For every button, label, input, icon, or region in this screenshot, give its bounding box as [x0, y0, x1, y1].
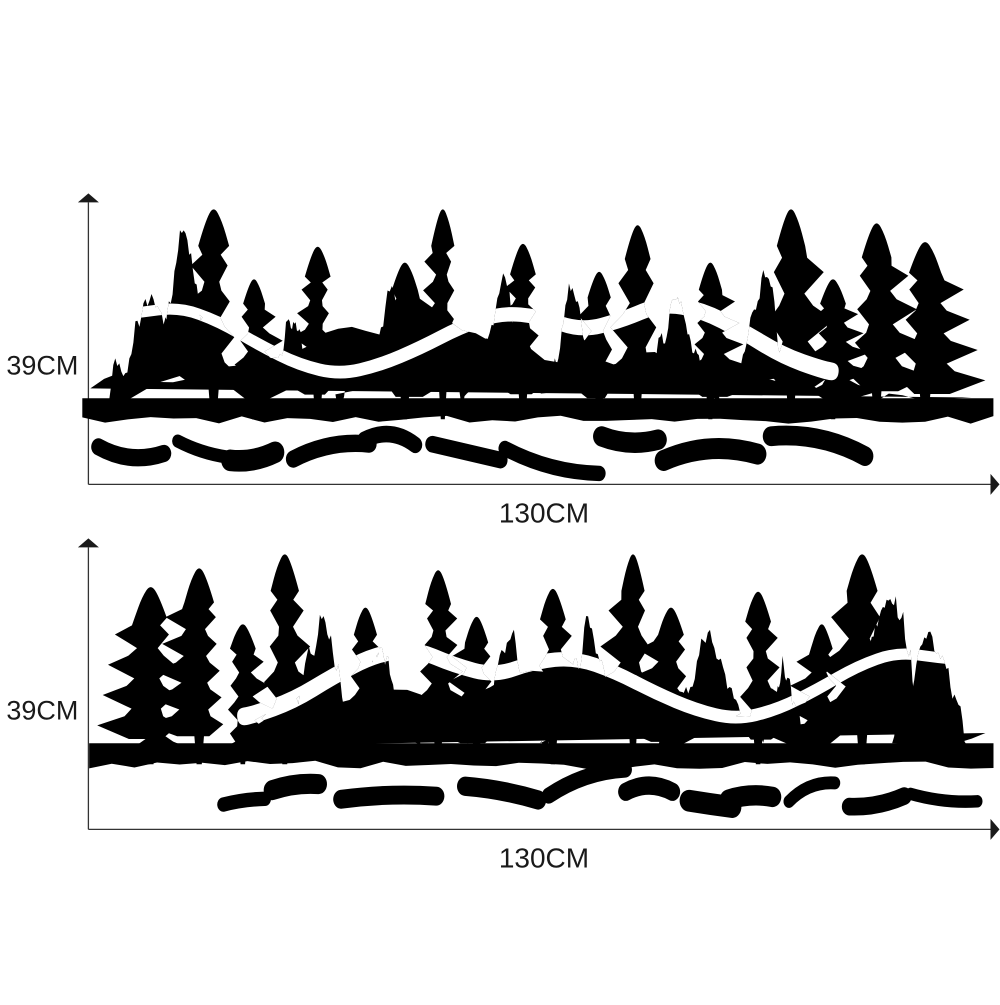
svg-text:39CM: 39CM	[6, 350, 78, 380]
svg-text:130CM: 130CM	[499, 497, 589, 528]
svg-text:130CM: 130CM	[499, 842, 589, 873]
svg-text:39CM: 39CM	[6, 695, 78, 725]
